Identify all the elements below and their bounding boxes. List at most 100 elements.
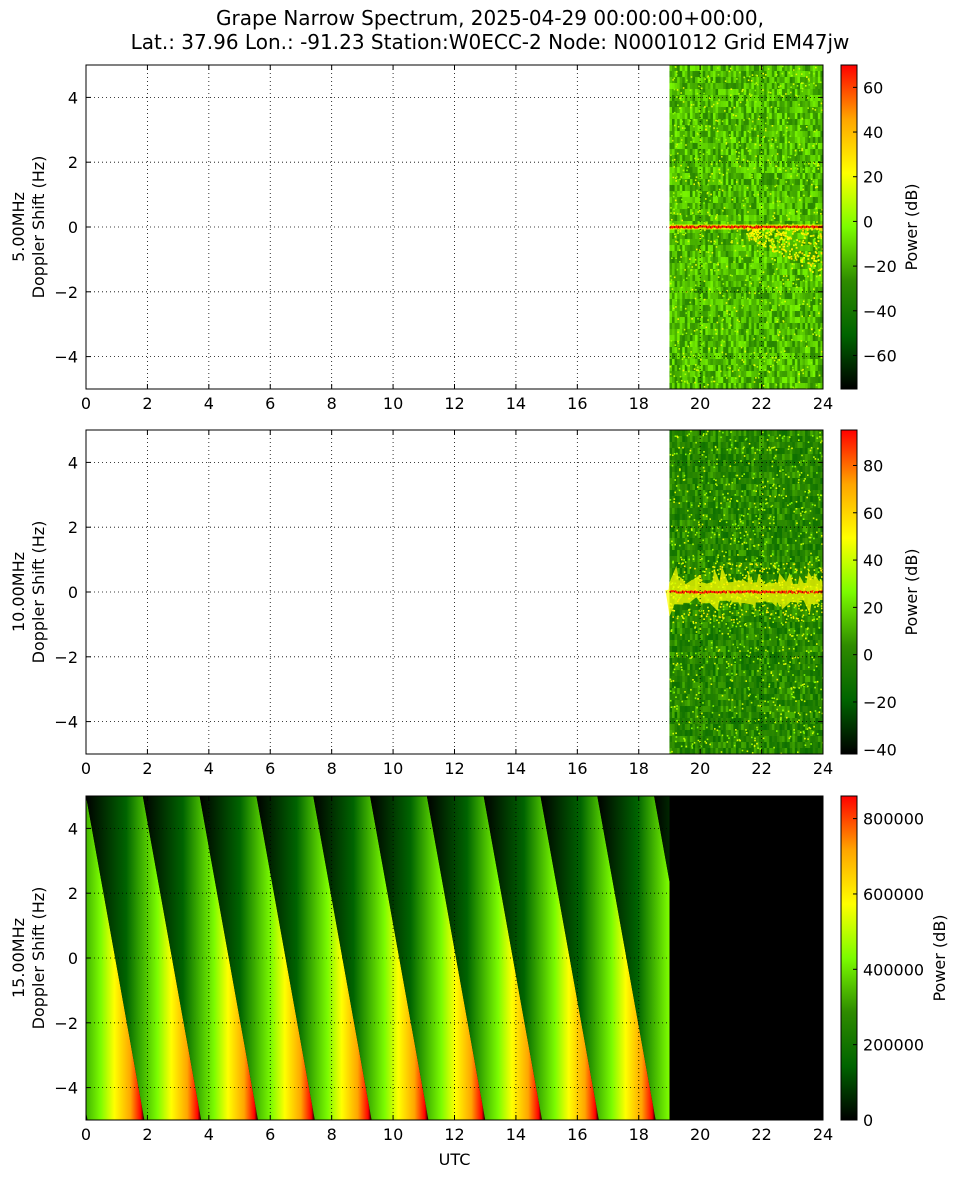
heatmap-speckle — [817, 164, 819, 167]
heatmap-cell — [672, 472, 675, 479]
heatmap-cell — [799, 347, 803, 354]
heatmap-cell — [769, 311, 773, 318]
heatmap-speckle — [775, 286, 778, 289]
heatmap-cell — [759, 299, 762, 306]
heatmap-cell — [805, 167, 809, 174]
heatmap-cell — [751, 371, 755, 378]
heatmap-speckle — [772, 202, 775, 205]
heatmap-speckle — [753, 338, 755, 340]
heatmap-speckle — [759, 163, 762, 166]
heatmap-speckle — [747, 297, 749, 300]
spread-speckle — [758, 235, 761, 238]
heatmap-cell — [774, 77, 778, 84]
heatmap-speckle — [697, 158, 700, 161]
heatmap-speckle — [769, 193, 772, 195]
heatmap-cell — [733, 191, 737, 198]
heatmap-cell — [715, 83, 719, 90]
heatmap-cell — [692, 269, 696, 276]
heatmap-cell — [674, 514, 678, 521]
heatmap-cell — [720, 281, 724, 288]
heatmap-speckle — [779, 331, 781, 333]
heatmap-cell — [689, 89, 693, 96]
heatmap-speckle — [711, 252, 714, 254]
heatmap-cell — [774, 335, 778, 342]
heatmap-cell — [810, 269, 814, 276]
heatmap-cell — [741, 143, 745, 150]
heatmap-speckle — [717, 67, 719, 69]
heatmap-cell — [799, 323, 803, 330]
heatmap-cell — [766, 83, 770, 90]
heatmap-cell — [799, 377, 803, 384]
heatmap-cell — [715, 317, 719, 324]
heatmap-cell — [746, 317, 750, 324]
heatmap-cell — [715, 191, 719, 198]
heatmap-cell — [718, 155, 722, 162]
heatmap-speckle — [751, 174, 753, 176]
heatmap-cell — [787, 311, 791, 318]
heatmap-cell — [792, 179, 796, 186]
heatmap-cell — [700, 269, 704, 276]
heatmap-cell — [672, 203, 675, 210]
spread-speckle — [789, 250, 791, 253]
heatmap-cell — [817, 275, 821, 282]
heatmap-cell — [769, 365, 773, 372]
heatmap-cell — [779, 227, 783, 234]
heatmap-cell — [669, 622, 673, 629]
heatmap-cell — [743, 365, 747, 372]
heatmap-cell — [710, 371, 714, 378]
heatmap-speckle — [699, 237, 702, 240]
heatmap-cell — [761, 125, 765, 132]
heatmap-cell — [805, 341, 809, 348]
heatmap-speckle — [745, 330, 748, 333]
heatmap-cell — [807, 101, 811, 108]
heatmap-cell — [771, 125, 775, 132]
heatmap-cell — [782, 371, 786, 378]
heatmap-cell — [820, 71, 823, 78]
heatmap-cell — [700, 83, 704, 90]
heatmap-speckle — [812, 107, 814, 110]
heatmap-cell — [807, 377, 811, 384]
heatmap-cell — [679, 688, 683, 695]
heatmap-cell — [805, 329, 809, 336]
heatmap-speckle — [725, 353, 727, 355]
heatmap-cell — [817, 221, 821, 228]
heatmap-cell — [766, 77, 770, 84]
heatmap-cell — [738, 95, 742, 102]
heatmap-cell — [751, 263, 755, 270]
heatmap-speckle — [778, 291, 781, 293]
heatmap-cell — [784, 299, 788, 306]
heatmap-speckle — [718, 188, 721, 191]
heatmap-cell — [679, 694, 683, 701]
heatmap-speckle — [768, 91, 770, 94]
heatmap-cell — [743, 203, 747, 210]
heatmap-cell — [782, 275, 786, 282]
heatmap-cell — [820, 89, 823, 96]
heatmap-cell — [733, 257, 737, 264]
heatmap-cell — [746, 293, 750, 300]
heatmap-cell — [689, 293, 693, 300]
heatmap-cell — [697, 275, 701, 282]
heatmap-speckle — [782, 156, 785, 158]
heatmap-cell — [728, 173, 732, 180]
heatmap-cell — [769, 77, 773, 84]
heatmap-cell — [679, 245, 683, 252]
heatmap-cell — [674, 544, 678, 551]
heatmap-cell — [672, 293, 675, 300]
heatmap-cell — [769, 137, 773, 144]
heatmap-speckle — [706, 222, 708, 224]
heatmap-cell — [769, 65, 773, 72]
heatmap-speckle — [751, 259, 754, 262]
heatmap-cell — [735, 341, 739, 348]
heatmap-cell — [695, 311, 699, 318]
heatmap-cell — [733, 299, 737, 306]
heatmap-speckle — [815, 143, 818, 145]
heatmap-cell — [720, 185, 724, 192]
heatmap-cell — [684, 335, 688, 342]
heatmap-speckle — [743, 341, 746, 344]
heatmap-cell — [689, 496, 693, 503]
heatmap-cell — [779, 293, 783, 300]
heatmap-speckle — [753, 167, 756, 169]
heatmap-cell — [677, 347, 681, 354]
heatmap-cell — [807, 83, 811, 90]
heatmap-cell — [810, 251, 814, 258]
